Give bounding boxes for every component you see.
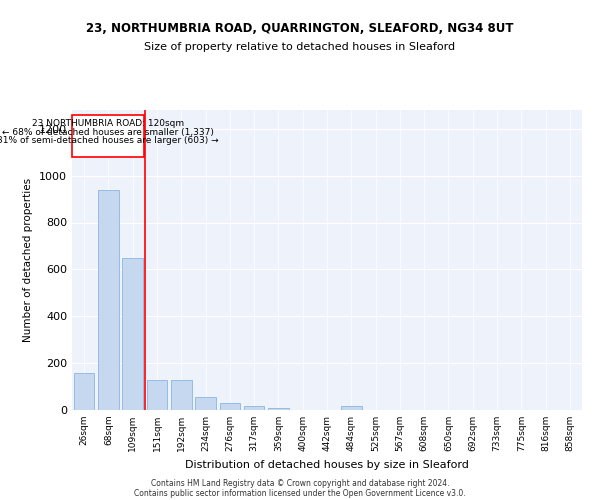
Text: Size of property relative to detached houses in Sleaford: Size of property relative to detached ho… [145, 42, 455, 52]
Text: 23 NORTHUMBRIA ROAD: 120sqm: 23 NORTHUMBRIA ROAD: 120sqm [32, 120, 184, 128]
Text: 23, NORTHUMBRIA ROAD, QUARRINGTON, SLEAFORD, NG34 8UT: 23, NORTHUMBRIA ROAD, QUARRINGTON, SLEAF… [86, 22, 514, 36]
Bar [220, 403, 240, 410]
Bar [72, 115, 143, 158]
Bar [146, 380, 167, 410]
X-axis label: Distribution of detached houses by size in Sleaford: Distribution of detached houses by size … [185, 460, 469, 469]
Bar [171, 380, 191, 410]
Bar [341, 406, 362, 410]
Bar [74, 372, 94, 410]
Bar [98, 190, 119, 410]
Text: ← 68% of detached houses are smaller (1,337): ← 68% of detached houses are smaller (1,… [2, 128, 214, 137]
Text: Contains public sector information licensed under the Open Government Licence v3: Contains public sector information licen… [134, 488, 466, 498]
Text: 31% of semi-detached houses are larger (603) →: 31% of semi-detached houses are larger (… [0, 136, 218, 145]
Bar [244, 406, 265, 410]
Y-axis label: Number of detached properties: Number of detached properties [23, 178, 34, 342]
Bar [195, 397, 216, 410]
Text: Contains HM Land Registry data © Crown copyright and database right 2024.: Contains HM Land Registry data © Crown c… [151, 478, 449, 488]
Bar [268, 408, 289, 410]
Bar [122, 258, 143, 410]
